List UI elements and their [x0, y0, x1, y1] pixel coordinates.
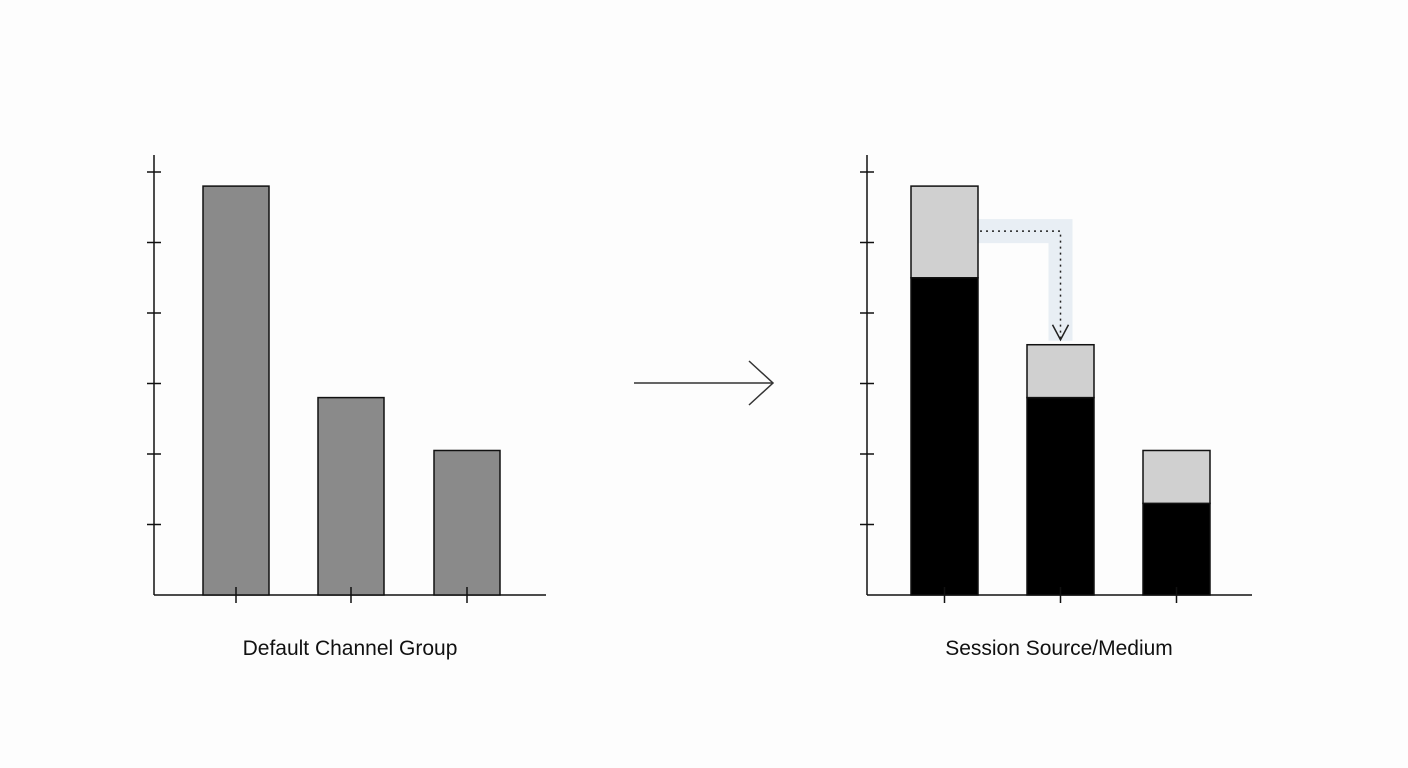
bar-segment-top	[1142, 449, 1211, 505]
bar-segment-base	[1142, 502, 1211, 596]
bar-segment-base	[910, 277, 979, 596]
chart-session-source-medium: Session Source/Medium	[860, 155, 1252, 660]
x-axis-label: Session Source/Medium	[945, 637, 1173, 660]
bar	[317, 396, 385, 596]
transfer-band	[978, 219, 1073, 341]
bar-segment-top	[1026, 343, 1095, 399]
right-arrow-icon	[634, 360, 775, 406]
bar-segment-top	[910, 185, 979, 279]
bar-segment-base	[1026, 396, 1095, 596]
transfer-arrow-head	[1051, 324, 1070, 342]
transfer-arrow-line	[980, 230, 1062, 339]
arrow-head	[748, 360, 775, 406]
chart-default-channel-group: Default Channel Group	[147, 155, 546, 660]
bar	[433, 449, 501, 596]
bar	[202, 185, 270, 596]
x-axis-label: Default Channel Group	[243, 637, 458, 660]
